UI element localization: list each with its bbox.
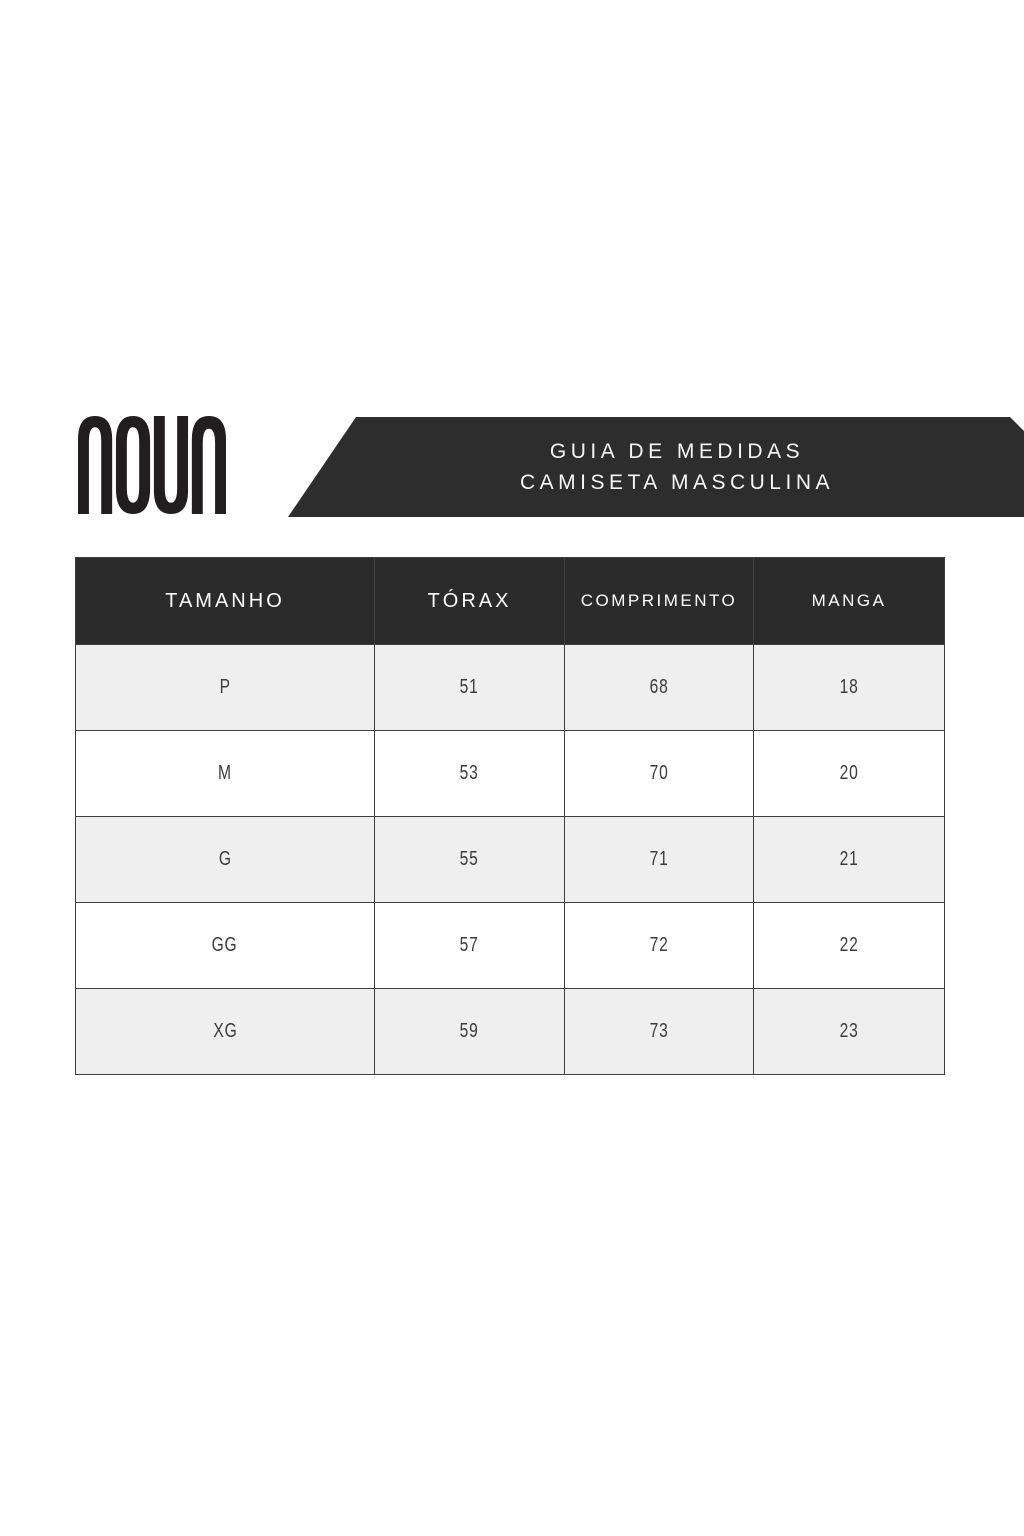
nova-logo-icon: NOVA	[78, 416, 226, 514]
cell-g-manga: 21	[754, 817, 944, 902]
cell-p-manga: 18	[754, 645, 944, 730]
cell-p-torax: 51	[375, 645, 564, 730]
cell-gg-comprimento: 72	[565, 903, 753, 988]
column-header-torax: TÓRAX	[375, 558, 564, 644]
cell-xg-torax: 59	[375, 989, 564, 1074]
cell-g-comprimento: 71	[565, 817, 753, 902]
column-header-tamanho: TAMANHO	[76, 558, 374, 644]
cell-m-torax: 53	[375, 731, 564, 816]
cell-xg-comprimento: 73	[565, 989, 753, 1074]
cell-xg-manga: 23	[754, 989, 944, 1074]
cell-xg-size: XG	[76, 989, 374, 1074]
cell-p-size: P	[76, 645, 374, 730]
cell-gg-manga: 22	[754, 903, 944, 988]
cell-m-comprimento: 70	[565, 731, 753, 816]
cell-g-torax: 55	[375, 817, 564, 902]
column-header-comprimento: COMPRIMENTO	[565, 558, 753, 644]
brand-logo: NOVA	[78, 416, 226, 514]
cell-m-manga: 20	[754, 731, 944, 816]
column-header-manga: MANGA	[754, 558, 944, 644]
cell-p-comprimento: 68	[565, 645, 753, 730]
title-banner: GUIA DE MEDIDAS CAMISETA MASCULINA	[288, 417, 1024, 517]
cell-g-size: G	[76, 817, 374, 902]
cell-gg-size: GG	[76, 903, 374, 988]
size-table: TAMANHO TÓRAX COMPRIMENTO MANGA P 51 68 …	[75, 557, 945, 1075]
banner-title-line2: CAMISETA MASCULINA	[520, 471, 834, 494]
banner-title-line1: GUIA DE MEDIDAS	[549, 440, 805, 463]
cell-gg-torax: 57	[375, 903, 564, 988]
cell-m-size: M	[76, 731, 374, 816]
